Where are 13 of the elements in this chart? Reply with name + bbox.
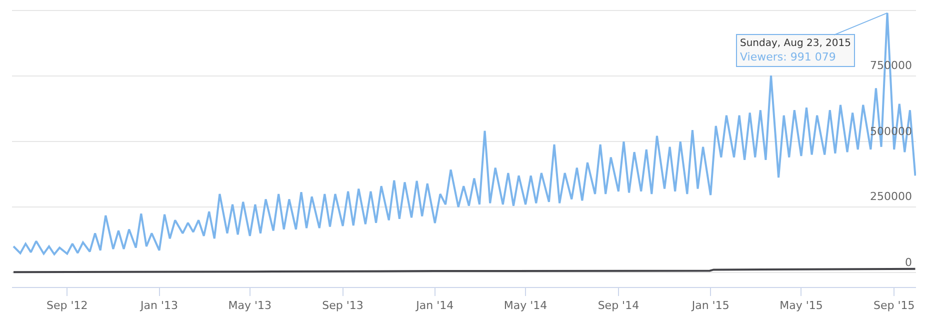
x-tick-label: Jan '13 [140,299,178,312]
y-tick-label: 250000 [870,190,912,203]
x-tick-label: May '14 [504,299,548,312]
x-tick-label: May '13 [228,299,272,312]
x-tick-label: May '15 [780,299,823,312]
x-tick-label: Jan '15 [690,299,730,312]
x-tick-label: Sep '14 [598,299,640,312]
x-tick-label: Sep '15 [873,299,915,312]
x-tick-label: Jan '14 [415,299,454,312]
y-tick-label: 0 [905,256,912,269]
annotation: Sunday, Aug 23, 2015 Viewers: 991 079 [740,38,852,64]
x-tick-label: Sep '12 [46,299,88,312]
x-tick-label: Sep '13 [322,299,364,312]
